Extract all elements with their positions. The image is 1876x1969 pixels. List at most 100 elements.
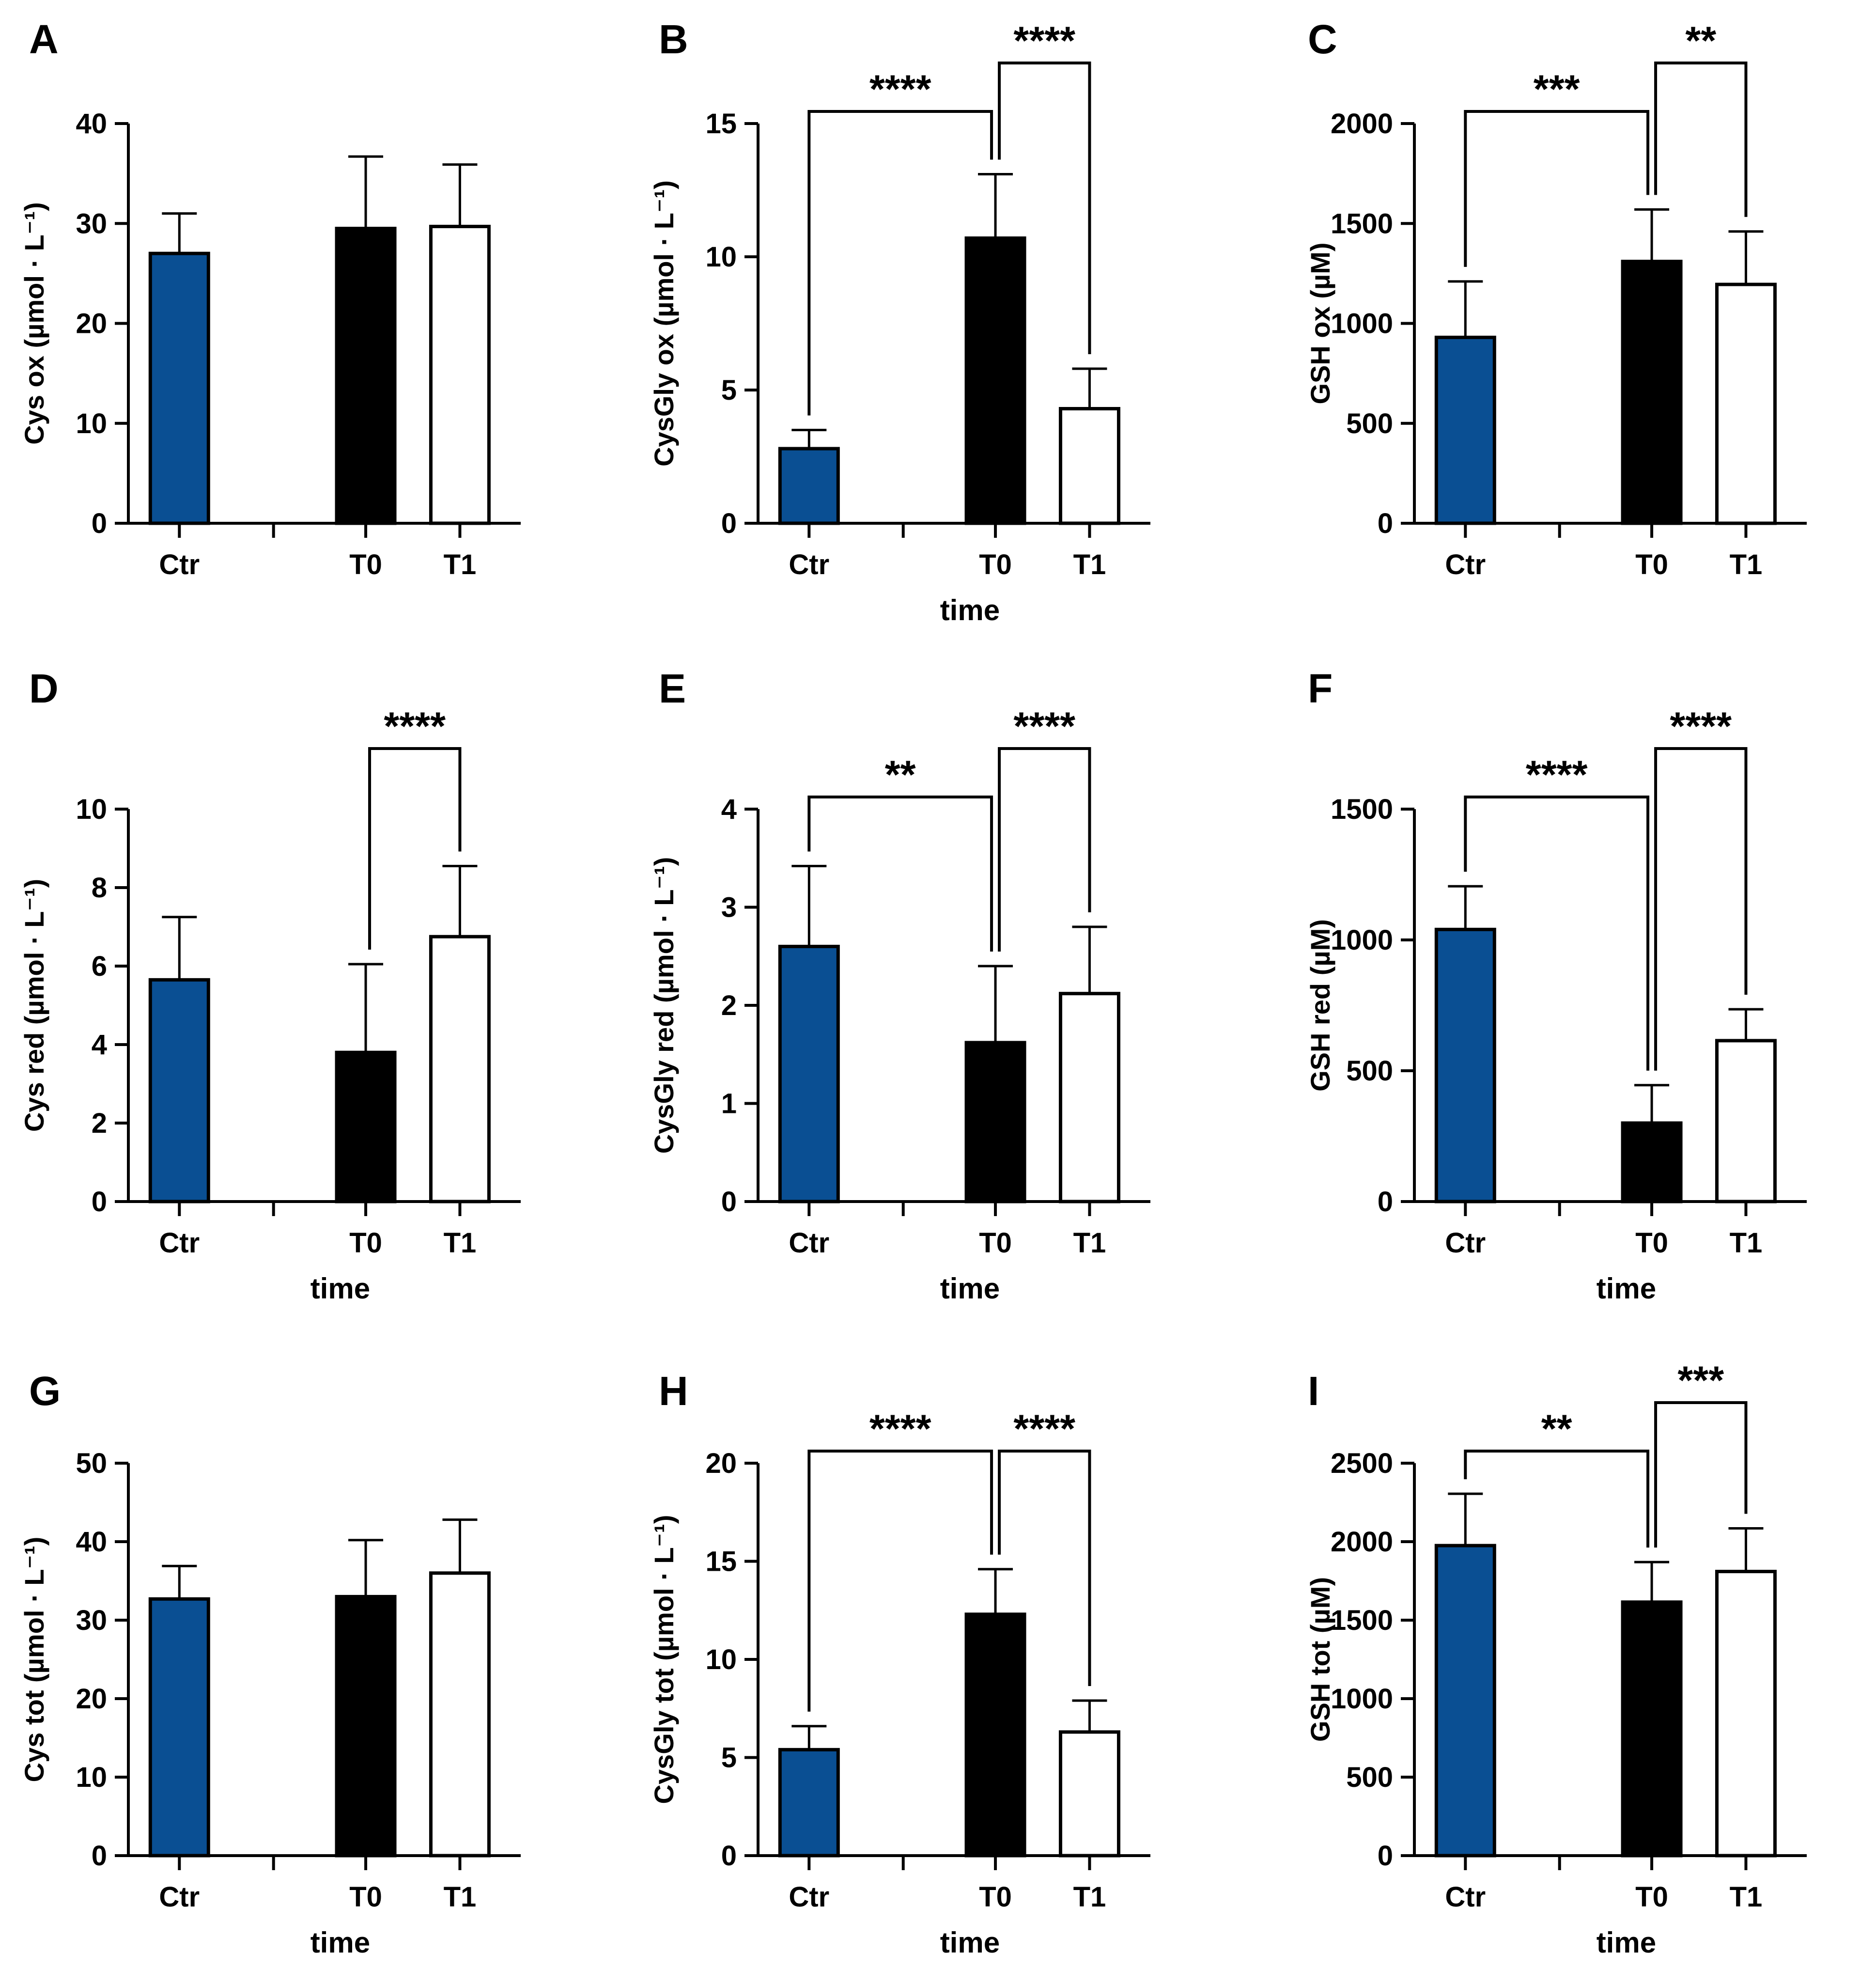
x-axis-label: time: [940, 594, 1000, 626]
y-tick-label: 2: [92, 1108, 107, 1139]
y-axis-label: Cys tot (µmol · L⁻¹): [19, 1537, 49, 1782]
x-tick-label: Ctr: [159, 549, 200, 580]
y-tick-label: 30: [76, 208, 107, 239]
bar-t1: [1058, 407, 1120, 525]
significance-bracket: [998, 1450, 1091, 1687]
y-tick-label: 1500: [1331, 208, 1393, 239]
x-tick-label: T1: [1073, 1881, 1106, 1913]
y-tick-label: 8: [92, 872, 107, 904]
y-tick-label: 500: [1346, 1055, 1393, 1087]
x-axis-label: time: [940, 1272, 1000, 1305]
x-tick-label: Ctr: [789, 1881, 829, 1913]
x-tick-label: T1: [1073, 549, 1106, 580]
y-tick-label: 2: [721, 990, 737, 1021]
bar-ctr: [148, 978, 210, 1203]
significance-label: ****: [1013, 1407, 1075, 1451]
x-tick-label: T0: [349, 1881, 382, 1913]
significance-bracket: [1654, 747, 1748, 1071]
y-tick-label: 0: [721, 1840, 737, 1872]
x-tick-label: T1: [444, 1227, 477, 1259]
x-tick-label: Ctr: [789, 1227, 829, 1259]
panel-letter: A: [29, 16, 59, 62]
panel-letter: C: [1308, 16, 1337, 62]
x-tick-label: T1: [444, 549, 477, 580]
y-axis-label: CysGly tot (µmol · L⁻¹): [649, 1515, 679, 1804]
y-tick-label: 0: [1378, 508, 1393, 539]
y-tick-label: 20: [705, 1448, 737, 1479]
significance-bracket: [807, 1450, 993, 1712]
panel-letter: B: [659, 16, 688, 62]
y-tick-label: 40: [76, 108, 107, 140]
bar-t0: [964, 1041, 1026, 1203]
bar-ctr: [148, 1597, 210, 1858]
y-tick-label: 20: [76, 308, 107, 340]
y-tick-label: 1500: [1331, 794, 1393, 825]
panel-letter: E: [659, 666, 686, 711]
bar-t1: [1715, 282, 1777, 525]
chart-panel-i: I 0 500 1000 1500 2000 2500 GSH tot (µM) Ctr T0 T1…: [1305, 1359, 1807, 1959]
y-tick-label: 2000: [1331, 108, 1393, 140]
y-tick-label: 0: [92, 1840, 107, 1872]
y-axis-label: Cys red (µmol · L⁻¹): [19, 879, 49, 1132]
y-tick-label: 0: [92, 508, 107, 539]
chart-panel-h: H 0 5 10 15 20 CysGly tot (µmol · L⁻¹) Ctr T0 T1 t…: [649, 1368, 1150, 1959]
y-tick-label: 0: [1378, 1186, 1393, 1218]
bar-t0: [335, 1594, 397, 1858]
bar-ctr: [778, 447, 840, 525]
significance-label: ****: [384, 704, 446, 749]
bar-t1: [429, 935, 491, 1203]
y-tick-label: 0: [721, 1186, 737, 1218]
significance-label: ***: [1677, 1359, 1724, 1403]
x-tick-label: T1: [1073, 1227, 1106, 1259]
significance-label: **: [885, 753, 916, 797]
x-axis-label: time: [310, 1272, 370, 1305]
y-tick-label: 1500: [1331, 1605, 1393, 1636]
y-axis-label: GSH ox (µM): [1305, 242, 1335, 404]
significance-bracket: [1654, 1401, 1748, 1548]
bar-ctr: [148, 251, 210, 525]
bar-t1: [1715, 1570, 1777, 1858]
x-tick-label: T0: [349, 549, 382, 580]
y-tick-label: 10: [76, 1762, 107, 1793]
y-tick-label: 1: [721, 1088, 737, 1120]
panel-letter: D: [29, 666, 59, 711]
bar-t1: [429, 224, 491, 525]
significance-bracket: [1464, 110, 1650, 267]
y-tick-label: 15: [705, 1546, 737, 1578]
bar-t0: [1621, 1121, 1683, 1203]
x-tick-label: T1: [1730, 1227, 1763, 1259]
y-axis-label: CysGly red (µmol · L⁻¹): [649, 857, 679, 1154]
x-tick-label: T0: [349, 1227, 382, 1259]
x-tick-label: T0: [979, 549, 1012, 580]
y-axis-label: CysGly ox (µmol · L⁻¹): [649, 180, 679, 467]
y-tick-label: 2000: [1331, 1526, 1393, 1558]
panel-letter: F: [1308, 666, 1333, 711]
x-tick-label: T0: [1635, 1881, 1668, 1913]
significance-bracket: [368, 747, 462, 950]
y-tick-label: 1000: [1331, 1683, 1393, 1715]
bar-t1: [429, 1571, 491, 1858]
significance-label: ****: [1013, 704, 1075, 749]
bar-ctr: [1434, 335, 1496, 525]
y-tick-label: 30: [76, 1605, 107, 1636]
y-tick-label: 4: [721, 794, 737, 825]
significance-label: **: [1685, 19, 1716, 63]
y-tick-label: 0: [92, 1186, 107, 1218]
x-tick-label: Ctr: [159, 1227, 200, 1259]
x-tick-label: T0: [1635, 1227, 1668, 1259]
bar-ctr: [778, 1748, 840, 1858]
x-tick-label: Ctr: [1445, 549, 1486, 580]
panel-letter: I: [1308, 1368, 1319, 1414]
y-tick-label: 10: [705, 1644, 737, 1675]
chart-panel-d: D 0 2 4 6 8 10 Cys red (µmol · L⁻¹) Ctr T0 T1 time *…: [19, 666, 521, 1305]
significance-bracket: [998, 62, 1091, 354]
y-tick-label: 15: [705, 108, 737, 140]
y-tick-label: 10: [76, 794, 107, 825]
x-axis-label: time: [1597, 1272, 1656, 1305]
bar-t0: [335, 227, 397, 525]
x-tick-label: Ctr: [159, 1881, 200, 1913]
bar-t0: [964, 236, 1026, 525]
y-axis-label: GSH tot (µM): [1305, 1577, 1335, 1742]
